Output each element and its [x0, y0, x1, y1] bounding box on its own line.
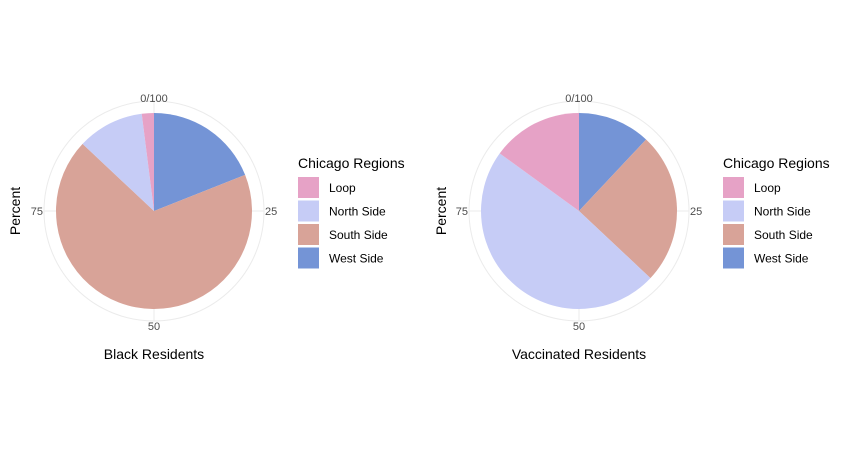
- legend-title: Chicago Regions: [723, 155, 830, 171]
- angle-ticks: 0/100 25 50 75: [31, 93, 278, 333]
- legend-swatch-west-side: [298, 247, 319, 269]
- angle-tick-label: 75: [31, 206, 43, 218]
- vaccinated-residents-panel: 0/100 25 50 75 Percent Vaccinated Residents…: [433, 93, 830, 362]
- legend-label-loop: Loop: [329, 181, 356, 195]
- legend-label-north-side: North Side: [329, 205, 386, 219]
- legend-label-north-side: North Side: [754, 205, 811, 219]
- x-axis-label: Vaccinated Residents: [512, 346, 646, 362]
- legend-swatch-south-side: [298, 224, 319, 245]
- legend-label-loop: Loop: [754, 181, 781, 195]
- angle-tick-label: 0/100: [140, 93, 168, 105]
- slice-west-side: [579, 113, 647, 211]
- angle-tick-label: 50: [573, 321, 585, 333]
- legend-label-south-side: South Side: [754, 228, 813, 242]
- legend-label-west-side: West Side: [754, 252, 809, 266]
- slice-north-side: [82, 113, 154, 211]
- pie-slices: [481, 113, 678, 309]
- slice-south-side: [579, 139, 678, 279]
- angle-ticks: 0/100 25 50 75: [456, 93, 703, 333]
- slice-west-side: [154, 113, 246, 211]
- angle-tick-label: 0/100: [565, 93, 593, 105]
- legend-swatch-loop: [298, 177, 319, 198]
- legend-swatch-loop: [723, 177, 744, 198]
- legend: Chicago Regions Loop North Side South Side…: [298, 155, 405, 269]
- angle-tick-label: 25: [265, 206, 277, 218]
- x-axis-label: Black Residents: [104, 346, 204, 362]
- legend-swatch-south-side: [723, 224, 744, 245]
- angle-tick-label: 25: [690, 206, 702, 218]
- legend-label-west-side: West Side: [329, 252, 384, 266]
- slice-south-side: [56, 143, 253, 309]
- slice-loop: [499, 113, 579, 211]
- legend-label-south-side: South Side: [329, 228, 388, 242]
- legend: Chicago Regions Loop North Side South Side…: [723, 155, 830, 269]
- angle-tick-label: 50: [148, 321, 160, 333]
- pie-slices: [56, 113, 253, 309]
- legend-title: Chicago Regions: [298, 155, 405, 171]
- angle-tick-label: 75: [456, 206, 468, 218]
- legend-swatch-west-side: [723, 247, 744, 269]
- y-axis-label: Percent: [433, 187, 449, 235]
- legend-swatch-north-side: [298, 200, 319, 222]
- slice-north-side: [481, 153, 651, 309]
- legend-swatch-north-side: [723, 200, 744, 222]
- black-residents-panel: 0/100 25 50 75 Percent Black Residents Chic…: [7, 93, 405, 362]
- slice-loop: [141, 113, 154, 211]
- y-axis-label: Percent: [7, 187, 23, 235]
